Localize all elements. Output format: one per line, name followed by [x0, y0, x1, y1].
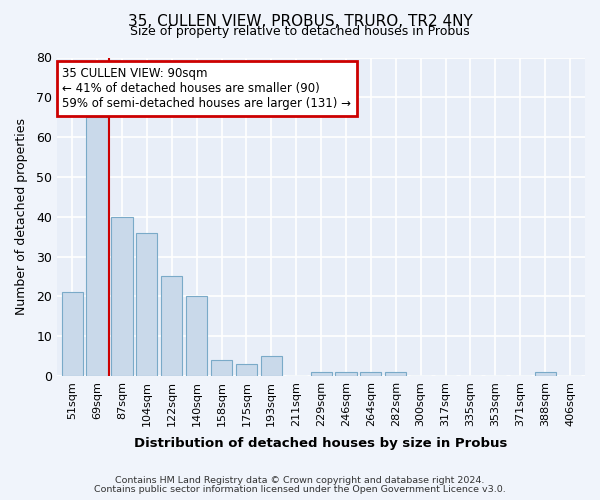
- Text: 35, CULLEN VIEW, PROBUS, TRURO, TR2 4NY: 35, CULLEN VIEW, PROBUS, TRURO, TR2 4NY: [128, 14, 472, 29]
- Text: 35 CULLEN VIEW: 90sqm
← 41% of detached houses are smaller (90)
59% of semi-deta: 35 CULLEN VIEW: 90sqm ← 41% of detached …: [62, 67, 352, 110]
- X-axis label: Distribution of detached houses by size in Probus: Distribution of detached houses by size …: [134, 437, 508, 450]
- Bar: [112, 216, 133, 376]
- Bar: [535, 372, 556, 376]
- Bar: [211, 360, 232, 376]
- Bar: [161, 276, 182, 376]
- Text: Size of property relative to detached houses in Probus: Size of property relative to detached ho…: [130, 25, 470, 38]
- Y-axis label: Number of detached properties: Number of detached properties: [15, 118, 28, 315]
- Bar: [86, 117, 107, 376]
- Bar: [261, 356, 282, 376]
- Bar: [385, 372, 406, 376]
- Bar: [236, 364, 257, 376]
- Text: Contains public sector information licensed under the Open Government Licence v3: Contains public sector information licen…: [94, 485, 506, 494]
- Bar: [136, 232, 157, 376]
- Bar: [335, 372, 356, 376]
- Bar: [186, 296, 207, 376]
- Bar: [62, 292, 83, 376]
- Text: Contains HM Land Registry data © Crown copyright and database right 2024.: Contains HM Land Registry data © Crown c…: [115, 476, 485, 485]
- Bar: [361, 372, 382, 376]
- Bar: [311, 372, 332, 376]
